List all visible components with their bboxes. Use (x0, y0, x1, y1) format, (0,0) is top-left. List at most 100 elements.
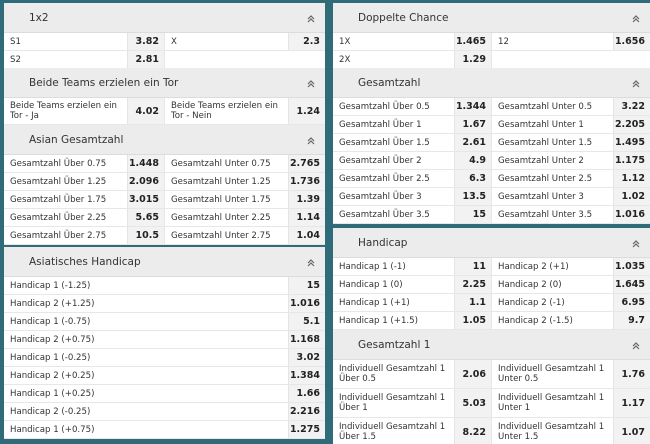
odds-selection[interactable]: Handicap 2 (+1.25) 1.016 (4, 295, 325, 312)
odds-value[interactable]: 1.39 (288, 191, 325, 208)
odds-selection[interactable]: Handicap 1 (+0.75) 1.275 (4, 421, 325, 438)
odds-selection[interactable]: 2X 1.29 (333, 51, 491, 68)
odds-selection[interactable]: Beide Teams erzielen ein Tor - Nein 1.24 (164, 98, 325, 124)
odds-value[interactable]: 8.22 (454, 418, 491, 444)
odds-value[interactable]: 3.22 (613, 98, 650, 115)
odds-selection[interactable]: Gesamtzahl Über 3.5 15 (333, 206, 491, 223)
market-header[interactable]: Beide Teams erzielen ein Tor (4, 68, 325, 98)
odds-value[interactable]: 2.216 (288, 403, 325, 420)
odds-selection[interactable]: Gesamtzahl Unter 2.5 1.12 (491, 170, 650, 187)
odds-selection[interactable]: Gesamtzahl Unter 2.25 1.14 (164, 209, 325, 226)
odds-value[interactable]: 4.9 (454, 152, 491, 169)
odds-value[interactable]: 1.175 (613, 152, 650, 169)
odds-value[interactable]: 1.016 (288, 295, 325, 312)
odds-value[interactable]: 2.096 (127, 173, 164, 190)
odds-selection[interactable]: Individuell Gesamtzahl 1 Über 0.5 2.06 (333, 360, 491, 388)
chevron-up-icon[interactable] (305, 134, 317, 146)
odds-value[interactable]: 5.03 (454, 389, 491, 417)
odds-value[interactable]: 15 (288, 277, 325, 294)
odds-value[interactable]: 1.384 (288, 367, 325, 384)
odds-value[interactable]: 13.5 (454, 188, 491, 205)
chevron-up-icon[interactable] (630, 237, 642, 249)
odds-value[interactable]: 1.016 (613, 206, 650, 223)
odds-value[interactable]: 1.67 (454, 116, 491, 133)
odds-selection[interactable]: Gesamtzahl Über 3 13.5 (333, 188, 491, 205)
chevron-up-icon[interactable] (630, 12, 642, 24)
odds-selection[interactable]: Gesamtzahl Über 1.75 3.015 (4, 191, 164, 208)
odds-value[interactable]: 1.736 (288, 173, 325, 190)
odds-value[interactable]: 1.465 (454, 33, 491, 50)
odds-value[interactable]: 2.205 (613, 116, 650, 133)
odds-selection[interactable]: Handicap 2 (-1) 6.95 (491, 294, 650, 311)
odds-selection[interactable]: Gesamtzahl Über 1.25 2.096 (4, 173, 164, 190)
odds-selection[interactable]: Gesamtzahl Über 0.5 1.344 (333, 98, 491, 115)
odds-value[interactable]: 4.02 (127, 98, 164, 124)
market-header[interactable]: Doppelte Chance (333, 3, 650, 33)
odds-selection[interactable]: Handicap 2 (-1.5) 9.7 (491, 312, 650, 329)
odds-selection[interactable]: Gesamtzahl Über 2.75 10.5 (4, 227, 164, 244)
odds-value[interactable]: 1.76 (613, 360, 650, 388)
odds-value[interactable]: 1.448 (127, 155, 164, 172)
odds-value[interactable]: 3.82 (127, 33, 164, 50)
odds-value[interactable]: 9.7 (613, 312, 650, 329)
odds-selection[interactable]: Handicap 1 (-1.25) 15 (4, 277, 325, 294)
market-header[interactable]: Asian Gesamtzahl (4, 125, 325, 155)
odds-selection[interactable]: Individuell Gesamtzahl 1 Über 1 5.03 (333, 389, 491, 417)
odds-value[interactable]: 1.17 (613, 389, 650, 417)
odds-value[interactable]: 2.765 (288, 155, 325, 172)
odds-selection[interactable]: Beide Teams erzielen ein Tor - Ja 4.02 (4, 98, 164, 124)
odds-selection[interactable]: Handicap 1 (-0.25) 3.02 (4, 349, 325, 366)
odds-value[interactable]: 6.3 (454, 170, 491, 187)
odds-value[interactable]: 1.275 (288, 421, 325, 438)
odds-selection[interactable]: Gesamtzahl Unter 3.5 1.016 (491, 206, 650, 223)
market-header[interactable]: Gesamtzahl (333, 68, 650, 98)
odds-value[interactable]: 1.24 (288, 98, 325, 124)
odds-selection[interactable]: Gesamtzahl Unter 1.5 1.495 (491, 134, 650, 151)
odds-selection[interactable]: Gesamtzahl Über 2 4.9 (333, 152, 491, 169)
odds-value[interactable]: 5.65 (127, 209, 164, 226)
odds-selection[interactable]: Handicap 1 (+0.25) 1.66 (4, 385, 325, 402)
odds-selection[interactable]: Individuell Gesamtzahl 1 Unter 1.5 1.07 (491, 418, 650, 444)
odds-value[interactable]: 1.14 (288, 209, 325, 226)
odds-value[interactable]: 1.05 (454, 312, 491, 329)
odds-selection[interactable]: Gesamtzahl Unter 2 1.175 (491, 152, 650, 169)
odds-value[interactable]: 1.168 (288, 331, 325, 348)
chevron-up-icon[interactable] (630, 77, 642, 89)
market-header[interactable]: Handicap (333, 228, 650, 258)
odds-selection[interactable]: Gesamtzahl Unter 2.75 1.04 (164, 227, 325, 244)
odds-value[interactable]: 1.645 (613, 276, 650, 293)
odds-selection[interactable]: Gesamtzahl Über 2.5 6.3 (333, 170, 491, 187)
chevron-up-icon[interactable] (630, 339, 642, 351)
market-header[interactable]: Gesamtzahl 1 (333, 330, 650, 360)
chevron-up-icon[interactable] (305, 256, 317, 268)
odds-selection[interactable]: Handicap 1 (+1) 1.1 (333, 294, 491, 311)
odds-value[interactable]: 1.66 (288, 385, 325, 402)
odds-value[interactable]: 2.25 (454, 276, 491, 293)
odds-selection[interactable]: Handicap 2 (+0.25) 1.384 (4, 367, 325, 384)
odds-selection[interactable]: Handicap 1 (-0.75) 5.1 (4, 313, 325, 330)
odds-value[interactable]: 1.344 (454, 98, 491, 115)
odds-selection[interactable]: Gesamtzahl Unter 0.75 2.765 (164, 155, 325, 172)
odds-selection[interactable]: Gesamtzahl Unter 1.25 1.736 (164, 173, 325, 190)
odds-selection[interactable]: 1X 1.465 (333, 33, 491, 50)
market-header[interactable]: Asiatisches Handicap (4, 247, 325, 277)
odds-selection[interactable]: Handicap 1 (0) 2.25 (333, 276, 491, 293)
odds-value[interactable]: 1.495 (613, 134, 650, 151)
odds-selection[interactable]: X 2.3 (164, 33, 325, 50)
odds-value[interactable]: 1.035 (613, 258, 650, 275)
chevron-up-icon[interactable] (305, 12, 317, 24)
odds-selection[interactable]: Gesamtzahl Über 1 1.67 (333, 116, 491, 133)
odds-selection[interactable]: Handicap 1 (+1.5) 1.05 (333, 312, 491, 329)
odds-selection[interactable]: Gesamtzahl Über 1.5 2.61 (333, 134, 491, 151)
odds-selection[interactable]: Handicap 2 (0) 1.645 (491, 276, 650, 293)
odds-selection[interactable]: Handicap 2 (-0.25) 2.216 (4, 403, 325, 420)
odds-value[interactable]: 5.1 (288, 313, 325, 330)
odds-selection[interactable]: Gesamtzahl Unter 1.75 1.39 (164, 191, 325, 208)
odds-value[interactable]: 10.5 (127, 227, 164, 244)
odds-value[interactable]: 1.04 (288, 227, 325, 244)
odds-value[interactable]: 1.1 (454, 294, 491, 311)
market-header[interactable]: 1x2 (4, 3, 325, 33)
odds-selection[interactable]: Individuell Gesamtzahl 1 Unter 0.5 1.76 (491, 360, 650, 388)
odds-value[interactable]: 1.12 (613, 170, 650, 187)
odds-value[interactable]: 6.95 (613, 294, 650, 311)
